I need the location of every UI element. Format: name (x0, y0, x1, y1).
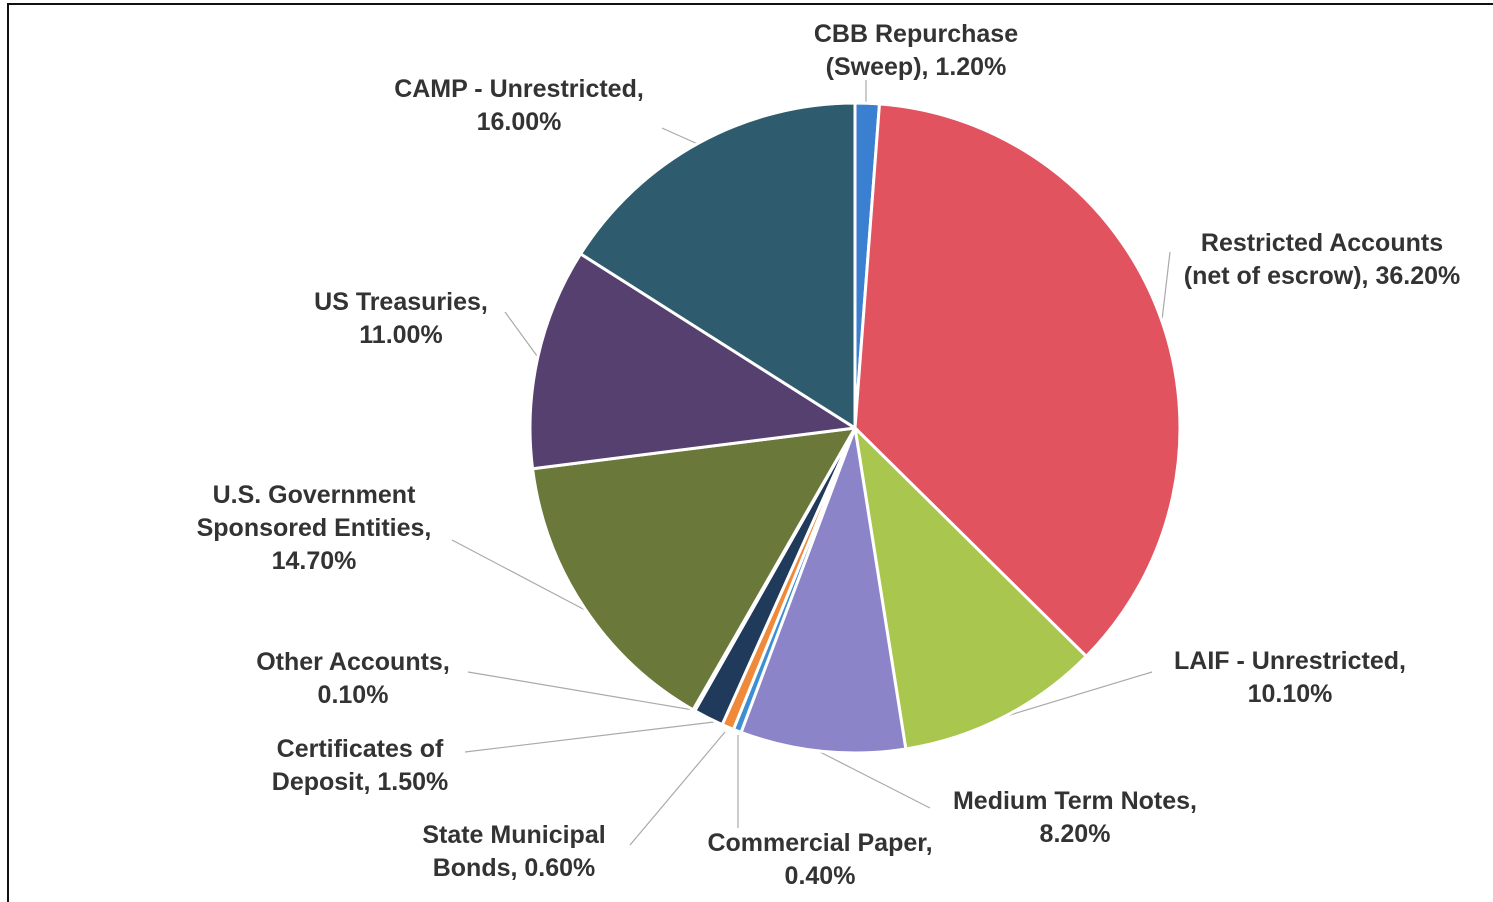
leader-line (661, 127, 701, 146)
category-label: Commercial Paper, (707, 829, 933, 857)
category-label: US Treasuries, (314, 288, 488, 316)
pie-slice (739, 426, 908, 755)
value-label: 0.10% (317, 681, 389, 709)
data-label: US Treasuries, 11.00% (297, 286, 505, 352)
data-label: LAIF - Unrestricted, 10.10% (1153, 645, 1428, 711)
leader-line (819, 751, 931, 809)
category-label: LAIF - Unrestricted, (1174, 647, 1406, 675)
pie (528, 101, 1182, 755)
data-label: Other Accounts, 0.10% (239, 646, 467, 712)
category-label: Restricted Accounts (net of escrow), (1183, 229, 1444, 290)
data-label: CAMP - Unrestricted, 16.00% (373, 73, 665, 139)
category-label: CAMP - Unrestricted, (394, 75, 644, 103)
data-label: U.S. Government Sponsored Entities, 14.7… (176, 479, 452, 578)
frame (7, 3, 1493, 902)
value-label: 14.70% (271, 547, 357, 575)
category-label: CBB Repurchase (Sweep), (813, 20, 1019, 81)
leader-line (467, 671, 706, 713)
category-label: Medium Term Notes, (952, 787, 1198, 815)
leader-line (464, 721, 715, 753)
leader-line (451, 539, 586, 611)
category-label: Other Accounts, (256, 648, 450, 676)
leader-line (999, 671, 1153, 719)
data-label: State Municipal Bonds, 0.60% (405, 819, 623, 885)
pie-slice (531, 426, 857, 712)
category-label: State Municipal Bonds, (422, 821, 606, 882)
pie-slice (528, 252, 857, 471)
data-label: Certificates of Deposit, 1.50% (255, 733, 465, 799)
category-label: U.S. Government Sponsored Entities, (196, 481, 432, 542)
value-label: 1.50% (377, 768, 449, 796)
pie-slice (853, 426, 1088, 751)
data-label: Commercial Paper, 0.40% (688, 827, 953, 893)
value-label: 36.20% (1375, 262, 1461, 290)
pie-slice (853, 102, 1182, 658)
leader-line (1161, 251, 1171, 321)
value-label: 11.00% (359, 321, 443, 349)
data-label: Medium Term Notes, 8.20% (930, 785, 1220, 851)
value-label: 8.20% (1039, 820, 1111, 848)
leader-line (504, 311, 541, 361)
value-label: 16.00% (476, 108, 562, 136)
category-label: Certificates of Deposit, (271, 735, 444, 796)
data-label: CBB Repurchase (Sweep), 1.20% (791, 18, 1041, 84)
value-label: 0.60% (524, 854, 596, 882)
data-label: Restricted Accounts (net of escrow), 36.… (1180, 227, 1465, 293)
leader-lines (451, 80, 1171, 846)
leader-line (629, 731, 726, 846)
value-label: 0.40% (784, 862, 856, 890)
value-label: 1.20% (935, 53, 1007, 81)
pie-slice (579, 101, 857, 430)
value-label: 10.10% (1247, 680, 1333, 708)
